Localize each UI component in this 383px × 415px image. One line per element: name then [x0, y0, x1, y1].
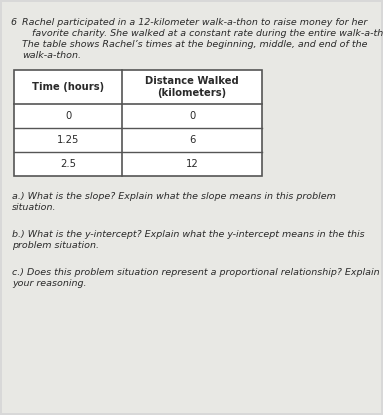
Text: The table shows Rachel’s times at the beginning, middle, and end of the: The table shows Rachel’s times at the be…	[22, 40, 368, 49]
Text: situation.: situation.	[12, 203, 57, 212]
Text: 0: 0	[189, 111, 195, 121]
Text: 2.5: 2.5	[60, 159, 76, 169]
Text: favorite charity. She walked at a constant rate during the entire walk-a-thon.: favorite charity. She walked at a consta…	[32, 29, 383, 38]
Text: Time (hours): Time (hours)	[32, 82, 104, 92]
Text: 0: 0	[65, 111, 71, 121]
Text: Rachel participated in a 12-kilometer walk-a-thon to raise money for her: Rachel participated in a 12-kilometer wa…	[22, 18, 367, 27]
Text: walk-a-thon.: walk-a-thon.	[22, 51, 81, 60]
Bar	[14, 70, 262, 176]
Text: your reasoning.: your reasoning.	[12, 279, 87, 288]
Text: 1.25: 1.25	[57, 135, 79, 145]
Text: 12: 12	[186, 159, 198, 169]
Text: c.) Does this problem situation represent a proportional relationship? Explain: c.) Does this problem situation represen…	[12, 268, 380, 277]
Text: a.) What is the slope? Explain what the slope means in this problem: a.) What is the slope? Explain what the …	[12, 192, 336, 201]
Bar	[14, 70, 262, 176]
Text: 6: 6	[10, 18, 16, 27]
Text: problem situation.: problem situation.	[12, 241, 99, 250]
Text: b.) What is the y-intercept? Explain what the y-intercept means in the this: b.) What is the y-intercept? Explain wha…	[12, 230, 365, 239]
Text: 6: 6	[189, 135, 195, 145]
Text: Distance Walked
(kilometers): Distance Walked (kilometers)	[145, 76, 239, 98]
